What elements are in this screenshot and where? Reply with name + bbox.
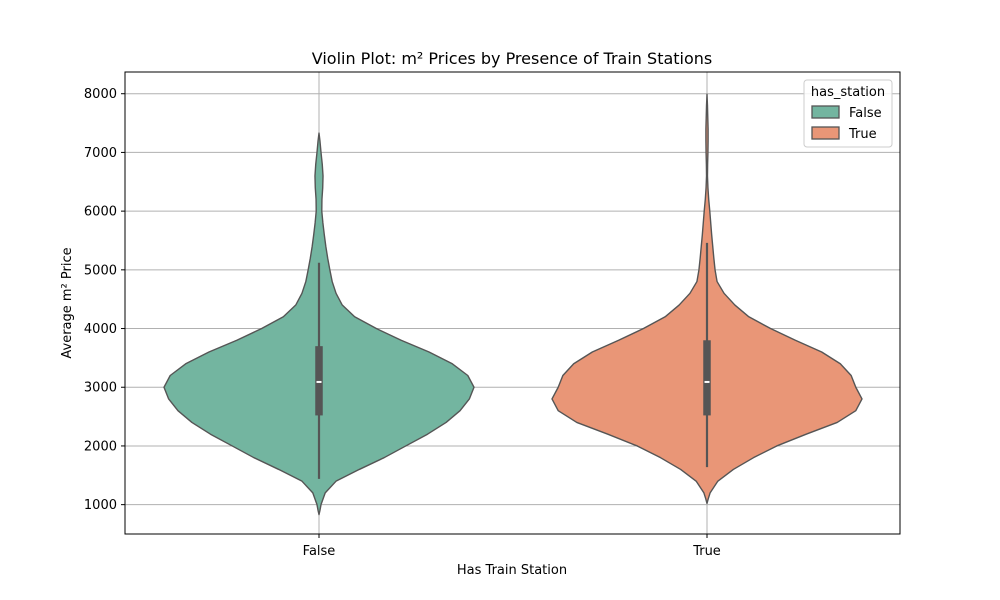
x-axis-label: Has Train Station xyxy=(457,563,567,578)
y-axis-label: Average m² Price xyxy=(60,247,75,358)
legend-title: has_station xyxy=(811,85,885,100)
y-tick-label: 4000 xyxy=(84,322,117,337)
legend-entries: False True xyxy=(811,105,882,142)
x-tick-label: False xyxy=(303,544,336,559)
x-tick-label: True xyxy=(692,544,721,559)
plot-frame xyxy=(124,71,901,535)
legend-label-true: True xyxy=(848,127,877,142)
y-tick-label: 1000 xyxy=(84,498,117,513)
y-tick-label: 2000 xyxy=(84,439,117,454)
iqr-box-true xyxy=(703,340,711,416)
chart-title: Violin Plot: m² Prices by Presence of Tr… xyxy=(312,49,713,68)
y-tick-label: 6000 xyxy=(84,205,117,220)
y-tick-label: 7000 xyxy=(84,146,117,161)
y-tick-label: 8000 xyxy=(84,87,117,102)
y-tick-label: 3000 xyxy=(84,381,117,396)
legend-label-false: False xyxy=(849,106,882,121)
legend-swatch-true xyxy=(811,126,840,140)
iqr-box-false xyxy=(315,346,323,416)
y-tick-label: 5000 xyxy=(84,263,117,278)
y-axis-ticks: 1000 2000 3000 4000 5000 6000 7000 8000 xyxy=(84,87,125,513)
legend-swatch-false xyxy=(811,105,840,119)
legend: has_station False True xyxy=(803,79,893,148)
box-plots xyxy=(315,242,711,479)
x-axis-ticks: False True xyxy=(303,534,721,559)
